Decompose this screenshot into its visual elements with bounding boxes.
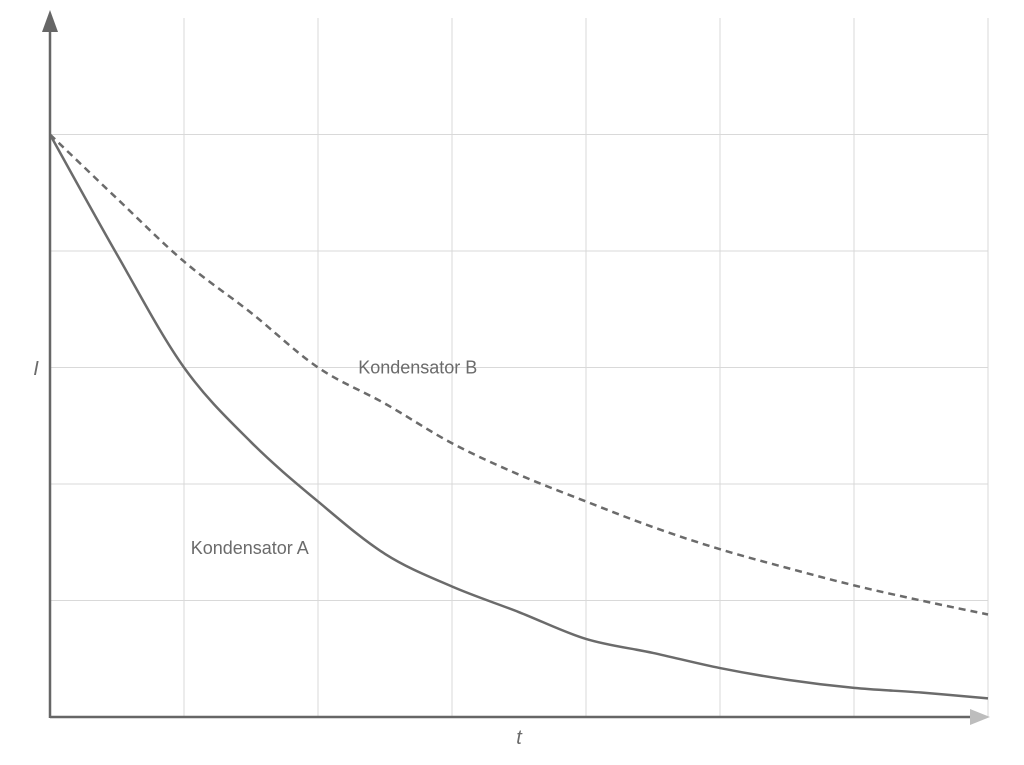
series-line-b <box>49 133 989 616</box>
series-label-b: Kondensator B <box>358 358 477 378</box>
x-axis-arrow-icon <box>970 709 990 725</box>
grid <box>50 18 989 717</box>
axes <box>42 10 990 725</box>
series-line-a <box>48 133 989 700</box>
series-label-a: Kondensator A <box>191 538 309 558</box>
x-axis-title: t <box>516 727 523 749</box>
series-layer <box>48 133 989 700</box>
y-axis-arrow-icon <box>42 10 58 32</box>
annotation-layer: Kondensator B Kondensator A <box>191 358 478 559</box>
y-axis-title: I <box>33 358 39 380</box>
